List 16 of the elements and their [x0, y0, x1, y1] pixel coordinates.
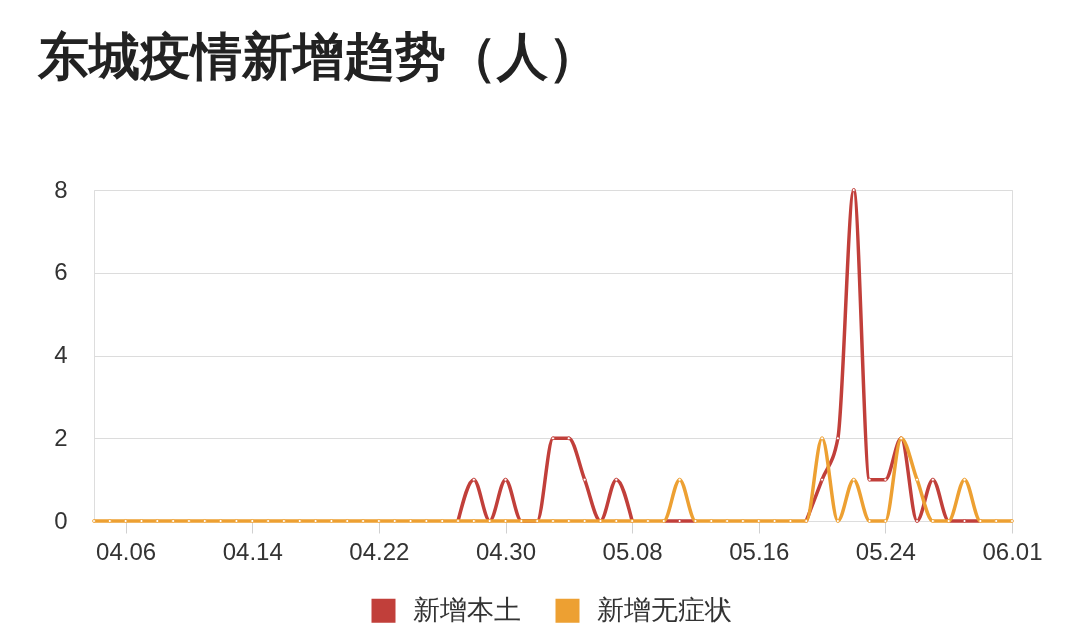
y-tick-label: 0: [54, 506, 68, 534]
y-tick-label: 6: [54, 258, 68, 286]
x-tick-label: 05.16: [729, 537, 790, 565]
x-tick-label: 04.06: [96, 537, 157, 565]
chart-title: 东城疫情新增趋势（人）: [37, 28, 599, 85]
y-tick-label: 8: [54, 175, 68, 203]
legend-label: 新增无症状: [597, 594, 732, 625]
x-tick-label: 04.30: [475, 537, 537, 565]
x-tick-label: 05.24: [855, 537, 916, 565]
y-tick-label: 2: [54, 423, 68, 451]
y-tick-label: 4: [54, 341, 68, 368]
x-tick-label: 04.14: [222, 537, 283, 565]
x-tick-label: 05.08: [602, 537, 663, 565]
x-tick-label: 06.01: [982, 537, 1043, 565]
legend-label: 新增本土: [413, 594, 521, 625]
x-tick-label: 04.22: [349, 537, 410, 565]
